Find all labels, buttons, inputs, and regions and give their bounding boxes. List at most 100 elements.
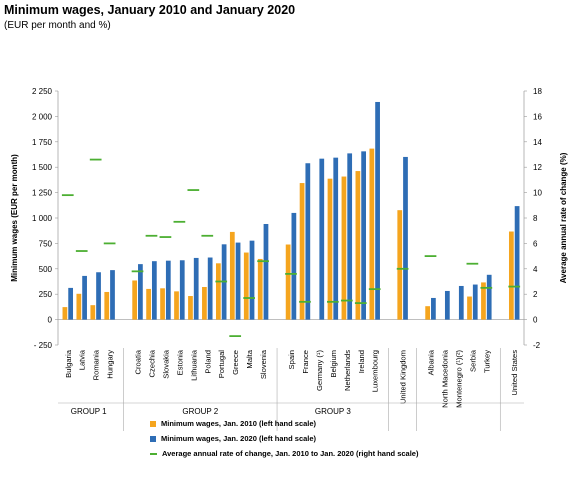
bar-2020 xyxy=(165,260,171,320)
y2-axis-title: Average annual rate of change (%) xyxy=(559,152,568,283)
legend-label-2010: Minimum wages, Jan. 2010 (left hand scal… xyxy=(161,419,317,428)
x-tick-label: Portugal xyxy=(217,350,226,379)
group-label: GROUP 2 xyxy=(182,407,218,416)
y2-tick-label: 16 xyxy=(533,112,542,121)
y2-tick-label: 18 xyxy=(533,87,542,96)
group-label: GROUP 1 xyxy=(71,407,107,416)
bar-2020 xyxy=(444,290,450,320)
legend-item-2020: Minimum wages, Jan. 2020 (left hand scal… xyxy=(150,431,418,446)
bar-2020 xyxy=(319,158,325,320)
y2-tick-label: 4 xyxy=(533,265,538,274)
bar-2020 xyxy=(151,261,157,320)
y2-tick-label: 6 xyxy=(533,239,538,248)
y-tick-label: 500 xyxy=(39,265,53,274)
chart-legend: Minimum wages, Jan. 2010 (left hand scal… xyxy=(150,416,418,461)
bar-2020 xyxy=(333,157,339,320)
bar-2010 xyxy=(90,305,96,320)
x-tick-label: Spain xyxy=(287,350,296,369)
x-tick-label: Turkey xyxy=(482,350,491,373)
x-tick-label: Montenegro (¹)(²) xyxy=(454,350,463,408)
bar-2010 xyxy=(146,288,151,320)
bar-2020 xyxy=(514,206,520,320)
bar-2010 xyxy=(188,296,193,320)
bar-2020 xyxy=(207,257,213,320)
bar-2010 xyxy=(397,210,403,320)
x-tick-label: United States xyxy=(510,350,519,396)
chart-subtitle: (EUR per month and %) xyxy=(4,20,111,31)
legend-item-2010: Minimum wages, Jan. 2010 (left hand scal… xyxy=(150,416,418,431)
y-tick-label: 750 xyxy=(39,239,53,248)
bar-2020 xyxy=(68,287,74,320)
legend-item-rate: Average annual rate of change, Jan. 2010… xyxy=(150,446,418,461)
bar-2010 xyxy=(369,148,375,320)
bar-2010 xyxy=(355,171,361,320)
x-tick-label: Luxembourg xyxy=(371,350,380,392)
y-tick-label: 1 750 xyxy=(32,138,53,147)
bar-2020 xyxy=(249,240,255,320)
x-tick-label: Bulgaria xyxy=(64,349,73,378)
x-tick-label: North Macedonia xyxy=(440,349,449,408)
legend-swatch-2020 xyxy=(150,435,156,442)
group-label: GROUP 3 xyxy=(315,407,351,416)
x-tick-label: Albania xyxy=(427,349,436,375)
bar-2020 xyxy=(472,284,478,320)
bar-2010 xyxy=(229,231,235,320)
bar-2020 xyxy=(458,285,464,320)
bar-2010 xyxy=(76,293,82,320)
x-tick-label: Hungary xyxy=(106,350,115,379)
bar-2020 xyxy=(305,163,311,320)
y-tick-label: 1 500 xyxy=(32,163,53,172)
legend-label-rate: Average annual rate of change, Jan. 2010… xyxy=(162,449,419,458)
x-tick-label: United Kingdom xyxy=(399,350,408,404)
chart-title: Minimum wages, January 2010 and January … xyxy=(4,3,296,17)
y-tick-label: - 250 xyxy=(34,341,53,350)
y2-tick-label: 10 xyxy=(533,189,542,198)
y2-tick-label: 14 xyxy=(533,138,542,147)
legend-swatch-2010 xyxy=(150,420,156,427)
y-axis-title: Minimum wages (EUR per month) xyxy=(10,154,19,282)
bar-2010 xyxy=(62,307,68,320)
x-tick-label: Malta xyxy=(245,349,254,368)
y2-tick-label: -2 xyxy=(533,341,541,350)
bar-2010 xyxy=(467,296,472,320)
bar-2010 xyxy=(243,252,249,320)
bar-2010 xyxy=(202,286,207,320)
x-tick-label: Greece xyxy=(231,350,240,375)
bar-2010 xyxy=(341,176,347,320)
y-tick-label: 2 000 xyxy=(32,112,53,121)
bar-2010 xyxy=(104,291,110,320)
bar-2020 xyxy=(82,275,87,320)
bar-2010 xyxy=(508,231,514,320)
y2-tick-label: 0 xyxy=(533,316,538,325)
bar-2020 xyxy=(361,151,367,320)
bar-2010 xyxy=(215,263,221,320)
bar-2010 xyxy=(285,244,291,320)
x-tick-label: Poland xyxy=(203,350,212,374)
y-tick-label: 2 250 xyxy=(32,87,53,96)
bar-2010 xyxy=(257,258,263,320)
bar-2020 xyxy=(235,242,241,320)
x-tick-label: Slovenia xyxy=(259,349,268,379)
bar-2020 xyxy=(403,156,408,320)
x-tick-label: Belgium xyxy=(329,350,338,377)
y2-tick-label: 8 xyxy=(533,214,538,223)
bar-2020 xyxy=(291,212,297,320)
bar-2010 xyxy=(160,288,165,320)
x-tick-label: France xyxy=(301,350,310,374)
x-tick-label: Estonia xyxy=(175,349,184,375)
y-tick-label: 0 xyxy=(48,316,53,325)
bar-2020 xyxy=(96,272,101,320)
bar-2020 xyxy=(193,257,199,320)
x-tick-label: Latvia xyxy=(78,349,87,370)
bar-2010 xyxy=(174,291,179,320)
y2-tick-label: 12 xyxy=(533,163,542,172)
bar-2020 xyxy=(179,260,185,320)
x-tick-label: Lithuania xyxy=(189,349,198,381)
legend-label-2020: Minimum wages, Jan. 2020 (left hand scal… xyxy=(161,434,317,443)
x-tick-label: Ireland xyxy=(357,350,366,373)
bar-2020 xyxy=(347,153,353,320)
x-tick-label: Serbia xyxy=(468,349,477,372)
bar-2010 xyxy=(425,306,431,320)
